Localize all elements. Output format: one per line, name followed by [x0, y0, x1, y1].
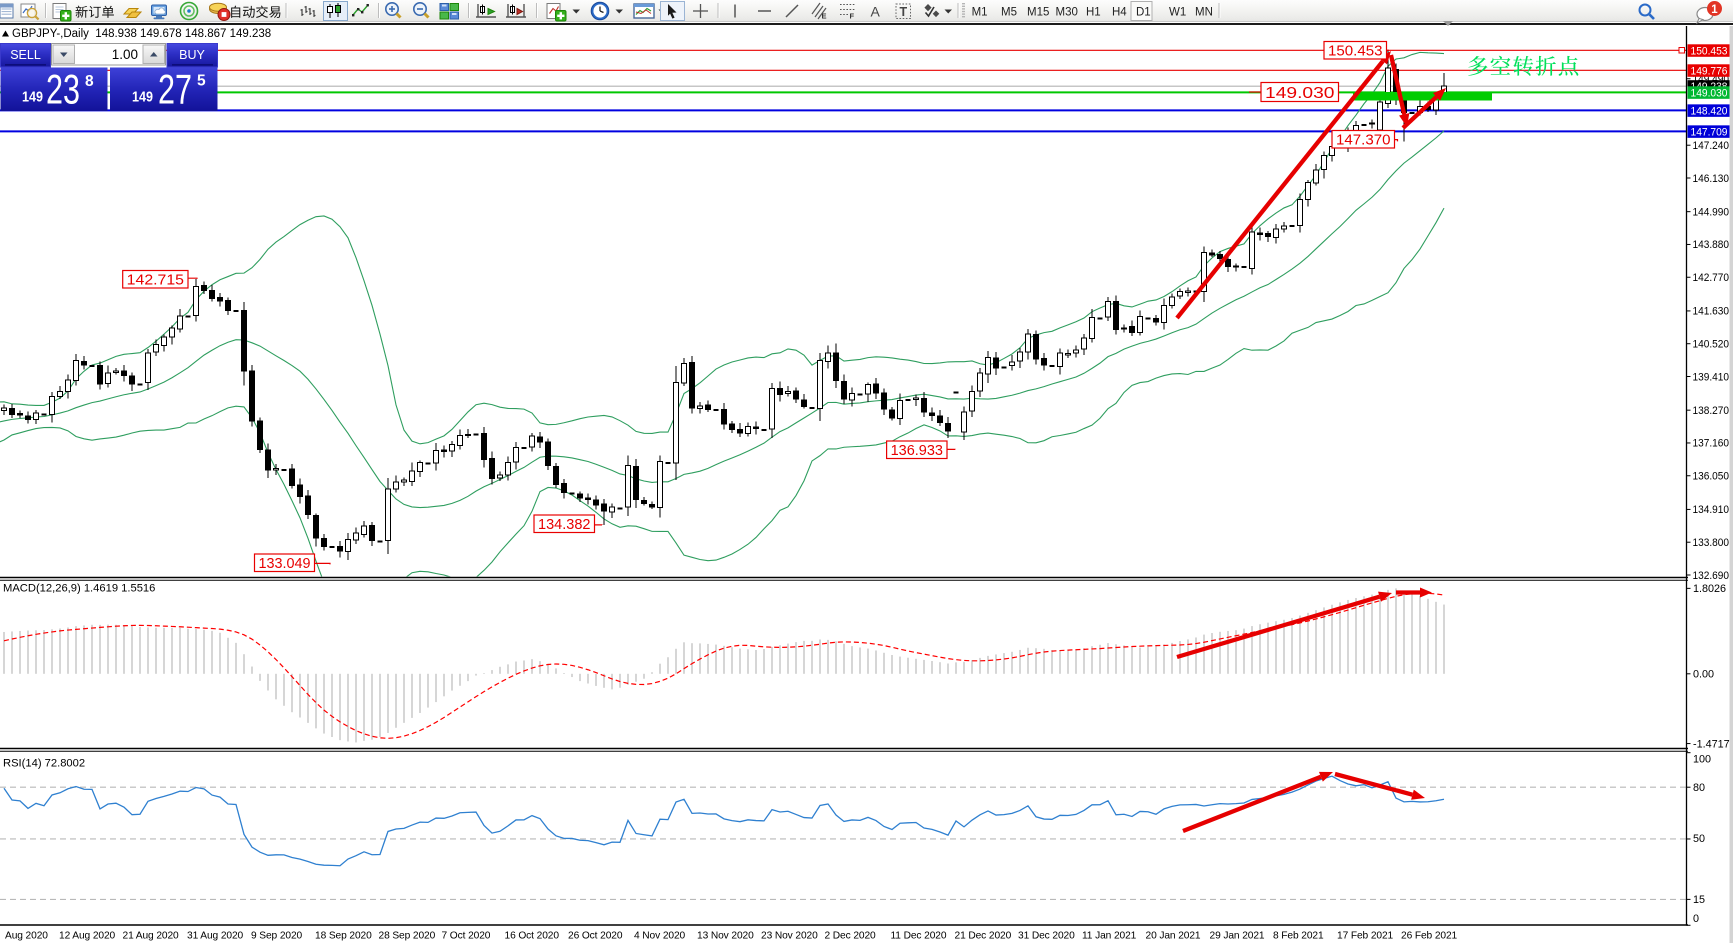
svg-text:26 Feb 2021: 26 Feb 2021: [1401, 931, 1458, 942]
svg-text:100: 100: [1693, 753, 1711, 765]
svg-text:137.160: 137.160: [1693, 438, 1730, 450]
svg-text:2 Dec 2020: 2 Dec 2020: [825, 931, 877, 942]
svg-text:M15: M15: [1027, 7, 1049, 19]
svg-text:E: E: [822, 12, 827, 21]
svg-text:16 Oct 2020: 16 Oct 2020: [505, 931, 560, 942]
svg-text:Aug 2020: Aug 2020: [5, 931, 48, 942]
svg-text:149: 149: [22, 90, 43, 106]
svg-text:12 Aug 2020: 12 Aug 2020: [59, 931, 116, 942]
svg-text:BUY: BUY: [179, 48, 205, 62]
svg-text:4 Nov 2020: 4 Nov 2020: [634, 931, 686, 942]
svg-text:H4: H4: [1112, 7, 1127, 19]
svg-text:138.270: 138.270: [1693, 405, 1730, 417]
svg-text:27: 27: [158, 66, 192, 113]
svg-text:147.240: 147.240: [1693, 140, 1730, 152]
svg-text:150.453: 150.453: [1328, 43, 1383, 59]
svg-text:143.880: 143.880: [1693, 239, 1730, 251]
svg-text:148.420: 148.420: [1691, 105, 1728, 117]
svg-text:31 Aug 2020: 31 Aug 2020: [187, 931, 244, 942]
svg-text:149.030: 149.030: [1265, 85, 1335, 102]
svg-text:149: 149: [132, 90, 153, 106]
svg-text:W1: W1: [1169, 7, 1186, 19]
svg-text:28 Sep 2020: 28 Sep 2020: [379, 931, 436, 942]
svg-text:80: 80: [1693, 782, 1705, 794]
svg-text:MACD(12,26,9) 1.4619 1.5516: MACD(12,26,9) 1.4619 1.5516: [3, 583, 155, 595]
svg-text:18 Sep 2020: 18 Sep 2020: [315, 931, 372, 942]
svg-text:26 Oct 2020: 26 Oct 2020: [568, 931, 623, 942]
svg-text:8: 8: [85, 73, 94, 90]
svg-text:11 Jan 2021: 11 Jan 2021: [1082, 931, 1137, 942]
svg-text:147.709: 147.709: [1691, 126, 1728, 138]
svg-text:17 Feb 2021: 17 Feb 2021: [1337, 931, 1394, 942]
svg-text:M1: M1: [972, 7, 988, 19]
svg-text:134.382: 134.382: [538, 517, 591, 533]
svg-text:136.050: 136.050: [1693, 471, 1730, 483]
svg-text:15: 15: [1693, 894, 1705, 906]
svg-text:144.990: 144.990: [1693, 206, 1730, 218]
svg-text:146.130: 146.130: [1693, 173, 1730, 185]
svg-text:M30: M30: [1056, 7, 1078, 19]
svg-text:50: 50: [1693, 833, 1705, 845]
svg-text:MN: MN: [1195, 7, 1213, 19]
svg-text:F: F: [850, 12, 855, 21]
svg-text:20 Jan 2021: 20 Jan 2021: [1146, 931, 1201, 942]
svg-text:149.776: 149.776: [1691, 65, 1728, 77]
svg-text:0.00: 0.00: [1693, 669, 1714, 681]
svg-text:149.030: 149.030: [1691, 87, 1728, 99]
svg-text:7 Oct 2020: 7 Oct 2020: [442, 931, 491, 942]
svg-text:1.00: 1.00: [112, 47, 138, 62]
svg-text:29 Jan 2021: 29 Jan 2021: [1210, 931, 1265, 942]
svg-text:21 Aug 2020: 21 Aug 2020: [123, 931, 180, 942]
svg-text:H1: H1: [1086, 7, 1101, 19]
svg-text:23: 23: [46, 66, 80, 113]
svg-text:136.933: 136.933: [891, 443, 943, 459]
svg-text:133.049: 133.049: [259, 556, 311, 572]
svg-text:11 Dec 2020: 11 Dec 2020: [891, 931, 947, 942]
svg-text:13 Nov 2020: 13 Nov 2020: [697, 931, 754, 942]
svg-text:D1: D1: [1136, 7, 1151, 19]
svg-text:31 Dec 2020: 31 Dec 2020: [1018, 931, 1075, 942]
svg-text:142.770: 142.770: [1693, 272, 1730, 284]
svg-text:T: T: [900, 5, 908, 19]
svg-text:142.715: 142.715: [127, 272, 184, 288]
svg-text:8 Feb 2021: 8 Feb 2021: [1273, 931, 1324, 942]
svg-text:0: 0: [1693, 913, 1699, 925]
svg-text:141.630: 141.630: [1693, 306, 1730, 318]
svg-text:A: A: [871, 4, 881, 20]
svg-text:139.410: 139.410: [1693, 371, 1730, 383]
svg-text:23 Nov 2020: 23 Nov 2020: [761, 931, 818, 942]
svg-text:GBPJPY-,Daily 148.938 149.678: GBPJPY-,Daily 148.938 149.678 148.867 14…: [12, 28, 271, 40]
svg-text:5: 5: [197, 73, 206, 90]
svg-text:132.690: 132.690: [1693, 570, 1730, 582]
svg-text:1: 1: [1711, 4, 1718, 16]
svg-text:140.520: 140.520: [1693, 338, 1730, 350]
svg-text:134.910: 134.910: [1693, 504, 1730, 516]
svg-text:133.800: 133.800: [1693, 537, 1730, 549]
svg-text:SELL: SELL: [10, 48, 41, 62]
svg-text:RSI(14) 72.8002: RSI(14) 72.8002: [3, 758, 85, 770]
svg-text:21 Dec 2020: 21 Dec 2020: [955, 931, 1012, 942]
svg-text:9 Sep 2020: 9 Sep 2020: [251, 931, 303, 942]
svg-text:-1.4717: -1.4717: [1693, 738, 1730, 750]
svg-text:1.8026: 1.8026: [1693, 583, 1726, 595]
svg-text:M5: M5: [1001, 7, 1017, 19]
svg-text:150.453: 150.453: [1691, 45, 1728, 57]
svg-text:147.370: 147.370: [1336, 132, 1391, 148]
